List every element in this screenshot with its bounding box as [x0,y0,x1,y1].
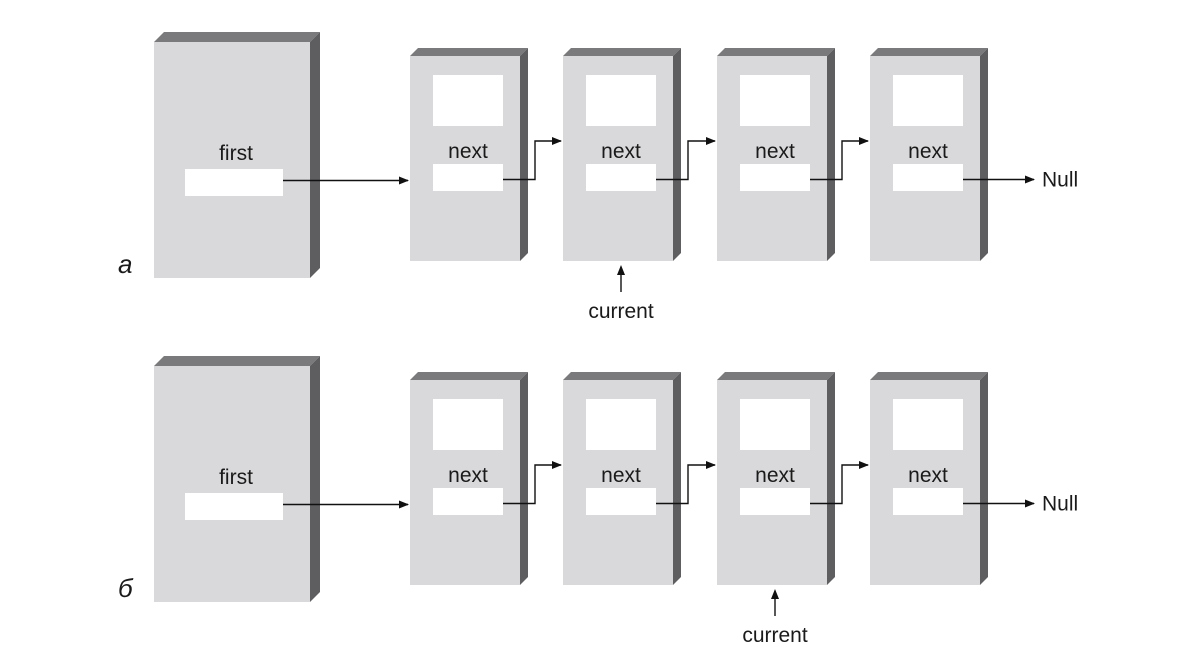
head-pointer-slot [185,493,283,520]
next-link-arrow [810,140,868,181]
panel-a: а first next next next next Null current [118,32,1078,323]
list-node-top-face [870,48,988,56]
node-next-label: next [448,464,488,487]
next-link-arrowhead [706,137,716,145]
head-label: first [219,142,253,165]
node-next-label: next [448,140,488,163]
node-data-slot [740,399,810,450]
head-label: first [219,466,253,489]
node-next-label: next [908,140,948,163]
node-next-slot [740,488,810,515]
null-label: Null [1042,493,1078,516]
list-node-side-face [980,48,988,261]
node-next-slot [433,488,503,515]
node-data-slot [586,399,656,450]
list-node-top-face [410,372,528,380]
node-next-label: next [908,464,948,487]
list-node-side-face [673,48,681,261]
panel-b: б first next next next next Null current [118,356,1078,647]
node-data-slot [740,75,810,126]
list-node-top-face [870,372,988,380]
head-block [154,356,320,602]
list-node-top-face [563,48,681,56]
list-node-side-face [673,372,681,585]
next-link-arrow [810,464,868,505]
first-link-arrowhead [399,176,409,185]
next-link-arrow [503,464,561,505]
next-link-arrowhead [859,461,869,469]
null-link-arrowhead [1025,175,1035,184]
node-next-slot [433,164,503,191]
current-label: current [588,300,654,323]
list-node-side-face [980,372,988,585]
list-node-side-face [827,372,835,585]
null-link-arrowhead [1025,499,1035,508]
node-data-slot [433,75,503,126]
list-node-top-face [717,48,835,56]
next-link-arrow [503,140,561,181]
head-block-top-face [154,32,320,42]
node-next-label: next [601,464,641,487]
node-next-slot [586,488,656,515]
list-node-side-face [520,372,528,585]
head-block-side-face [310,356,320,602]
list-node-top-face [717,372,835,380]
node-next-label: next [755,464,795,487]
head-pointer-slot [185,169,283,196]
node-next-slot [893,488,963,515]
list-node-side-face [827,48,835,261]
next-link-arrowhead [706,461,716,469]
node-next-slot [893,164,963,191]
list-node-top-face [410,48,528,56]
node-data-slot [893,75,963,126]
current-pointer-arrowhead [771,589,779,599]
head-block [154,32,320,278]
null-label: Null [1042,169,1078,192]
list-node-side-face [520,48,528,261]
next-link-arrow [656,464,715,505]
next-link-arrowhead [859,137,869,145]
node-data-slot [433,399,503,450]
current-label: current [742,624,808,647]
next-link-arrowhead [552,461,562,469]
node-next-label: next [755,140,795,163]
node-next-slot [586,164,656,191]
next-link-arrow [656,140,715,181]
panel-letter: а [118,249,132,279]
panel-letter: б [118,573,134,603]
node-data-slot [893,399,963,450]
head-block-front-face [154,42,310,278]
first-link-arrowhead [399,500,409,509]
next-link-arrowhead [552,137,562,145]
head-block-top-face [154,356,320,366]
list-node-top-face [563,372,681,380]
node-next-slot [740,164,810,191]
head-block-side-face [310,32,320,278]
head-block-front-face [154,366,310,602]
current-pointer-arrowhead [617,265,625,275]
node-next-label: next [601,140,641,163]
node-data-slot [586,75,656,126]
